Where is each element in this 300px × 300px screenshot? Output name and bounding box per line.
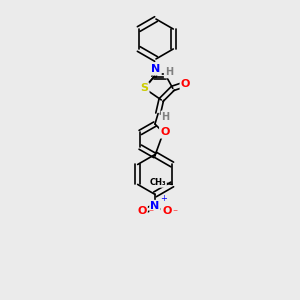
Text: H: H — [161, 112, 170, 122]
Text: S: S — [140, 83, 148, 93]
Text: N: N — [150, 201, 160, 211]
Text: O: O — [162, 206, 172, 216]
Text: CH₃: CH₃ — [149, 178, 166, 187]
Text: O: O — [181, 79, 190, 89]
Text: +: + — [160, 194, 167, 202]
Text: O: O — [137, 206, 147, 216]
Text: O: O — [160, 128, 170, 137]
Text: N: N — [152, 64, 160, 74]
Text: ⁻: ⁻ — [148, 208, 153, 219]
Text: ⁻: ⁻ — [173, 208, 178, 219]
Text: H: H — [165, 67, 173, 77]
